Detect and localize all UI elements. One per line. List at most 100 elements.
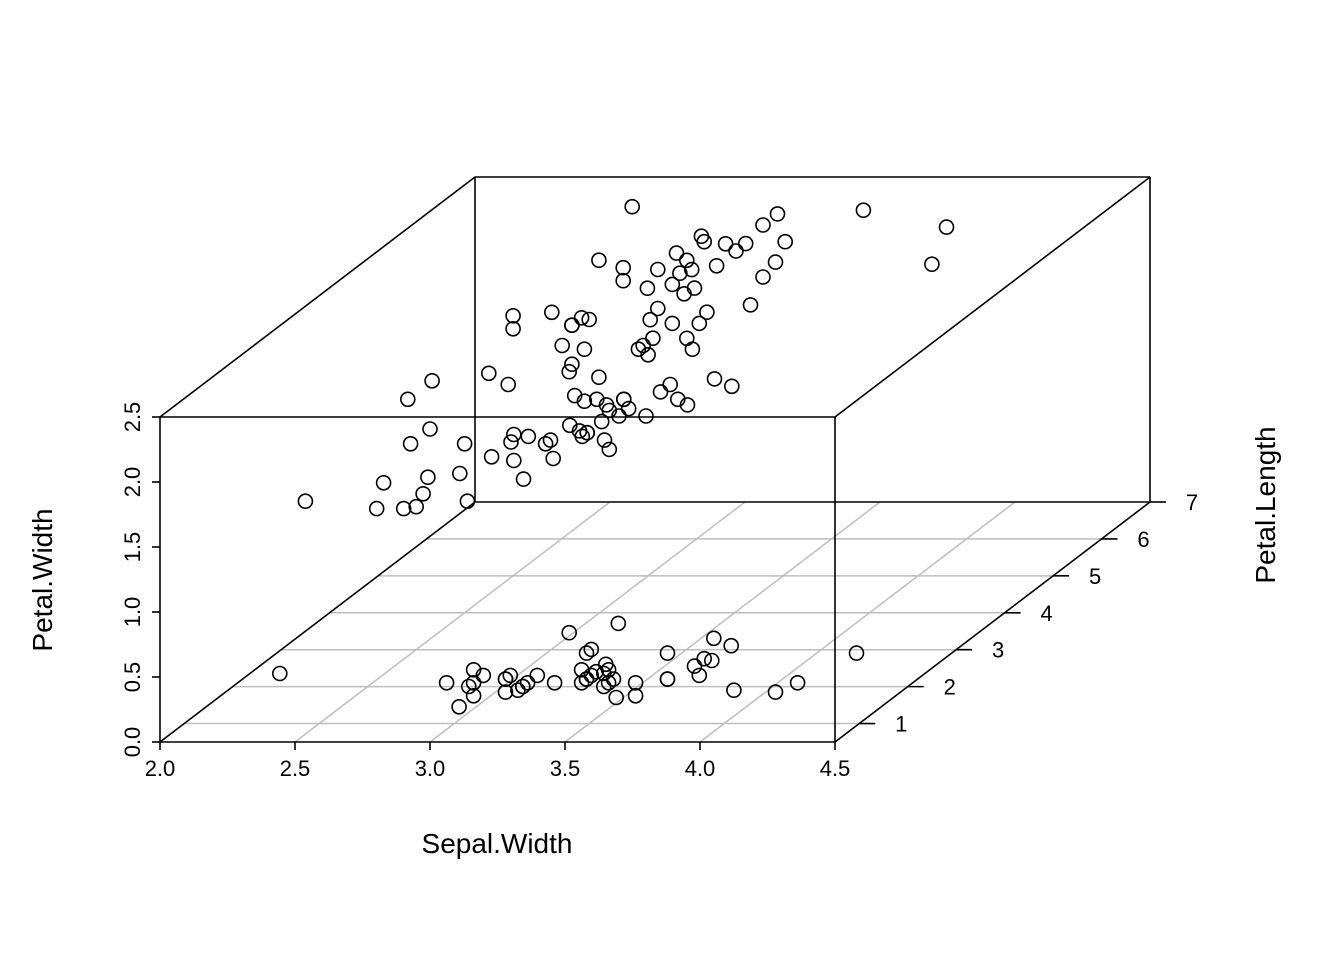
data-point bbox=[639, 280, 656, 297]
data-point bbox=[581, 311, 598, 328]
grid-line-x bbox=[699, 501, 1016, 743]
grid-line-x bbox=[429, 501, 746, 743]
data-point bbox=[519, 674, 536, 691]
data-point bbox=[627, 687, 644, 704]
data-point bbox=[465, 661, 482, 678]
data-point bbox=[767, 684, 784, 700]
data-point bbox=[545, 450, 562, 467]
data-point bbox=[497, 684, 514, 700]
data-point bbox=[678, 252, 695, 269]
data-point bbox=[672, 265, 688, 282]
data-point bbox=[503, 434, 519, 450]
data-point bbox=[601, 441, 618, 458]
data-point bbox=[723, 378, 740, 395]
data-point bbox=[649, 261, 666, 278]
data-point bbox=[703, 652, 720, 669]
data-point bbox=[608, 689, 625, 706]
data-point bbox=[520, 428, 537, 445]
data-point bbox=[615, 259, 632, 276]
data-point bbox=[789, 674, 806, 691]
data-point bbox=[642, 311, 659, 328]
x-tick-label: 4.0 bbox=[685, 756, 716, 781]
data-point bbox=[591, 252, 607, 269]
data-point bbox=[645, 330, 661, 347]
data-point bbox=[497, 671, 514, 687]
y-tick-label: 2 bbox=[944, 675, 956, 700]
data-point bbox=[593, 413, 610, 430]
data-point bbox=[728, 243, 744, 259]
data-points bbox=[271, 198, 955, 715]
x-axis-title: Sepal.Width bbox=[422, 828, 573, 859]
data-point bbox=[855, 202, 872, 218]
data-point bbox=[610, 615, 627, 632]
data-point bbox=[420, 469, 436, 486]
y-tick-label: 7 bbox=[1186, 490, 1198, 515]
data-point bbox=[668, 245, 685, 261]
data-point bbox=[564, 317, 580, 334]
data-point bbox=[505, 320, 521, 337]
data-point bbox=[649, 300, 666, 317]
data-point bbox=[605, 671, 622, 687]
data-point bbox=[529, 667, 546, 684]
y-tick-label: 5 bbox=[1089, 564, 1101, 589]
data-point bbox=[573, 674, 590, 691]
data-point bbox=[395, 500, 412, 517]
data-point bbox=[595, 665, 612, 682]
data-point bbox=[615, 272, 632, 289]
data-point bbox=[510, 682, 526, 699]
data-point bbox=[561, 363, 578, 380]
x-tick-label: 3.0 bbox=[415, 756, 446, 781]
x-tick-label: 2.5 bbox=[280, 756, 311, 781]
data-point bbox=[515, 471, 532, 487]
data-point bbox=[620, 400, 637, 417]
data-point bbox=[696, 650, 713, 667]
plot-box bbox=[159, 176, 1151, 743]
data-point bbox=[683, 261, 700, 278]
data-point bbox=[755, 217, 771, 233]
data-point bbox=[456, 435, 473, 452]
data-point bbox=[691, 315, 708, 332]
data-point bbox=[706, 371, 723, 387]
data-point bbox=[595, 678, 612, 695]
data-point bbox=[561, 624, 578, 641]
data-point bbox=[564, 356, 580, 373]
data-point bbox=[561, 417, 578, 434]
data-point bbox=[684, 341, 701, 358]
data-point bbox=[438, 674, 455, 691]
data-point bbox=[465, 674, 482, 691]
x-tick-label: 3.5 bbox=[550, 756, 581, 781]
y-tick-label: 3 bbox=[992, 638, 1004, 663]
data-point bbox=[708, 257, 725, 274]
data-point bbox=[415, 485, 431, 502]
data-point bbox=[640, 346, 656, 363]
x-tick-label: 4.5 bbox=[820, 756, 851, 781]
data-point bbox=[297, 493, 314, 510]
y-axis-title: Petal.Length bbox=[1250, 426, 1281, 583]
data-point bbox=[579, 424, 596, 441]
data-point bbox=[691, 667, 708, 684]
x-tick-label: 2.0 bbox=[145, 756, 176, 781]
z-tick-label: 0.0 bbox=[120, 727, 145, 758]
data-point bbox=[368, 500, 385, 517]
data-point bbox=[543, 304, 560, 321]
data-point bbox=[576, 393, 593, 410]
data-point bbox=[578, 645, 595, 661]
data-point bbox=[596, 432, 613, 448]
floor-grid bbox=[184, 501, 1102, 743]
data-point bbox=[777, 233, 794, 250]
data-point bbox=[271, 665, 288, 682]
z-tick-label: 2.5 bbox=[120, 402, 145, 433]
data-point bbox=[638, 408, 654, 424]
z-tick-label: 2.0 bbox=[120, 467, 145, 498]
z-tick-label: 1.5 bbox=[120, 532, 145, 563]
data-point bbox=[542, 432, 559, 448]
data-point bbox=[652, 384, 669, 400]
data-point bbox=[573, 309, 590, 326]
data-point bbox=[664, 276, 681, 293]
data-point bbox=[601, 402, 618, 419]
data-point bbox=[600, 661, 617, 678]
data-point bbox=[583, 667, 600, 684]
z-tick-label: 0.5 bbox=[120, 662, 145, 693]
data-point bbox=[500, 376, 517, 393]
data-point bbox=[546, 674, 563, 691]
